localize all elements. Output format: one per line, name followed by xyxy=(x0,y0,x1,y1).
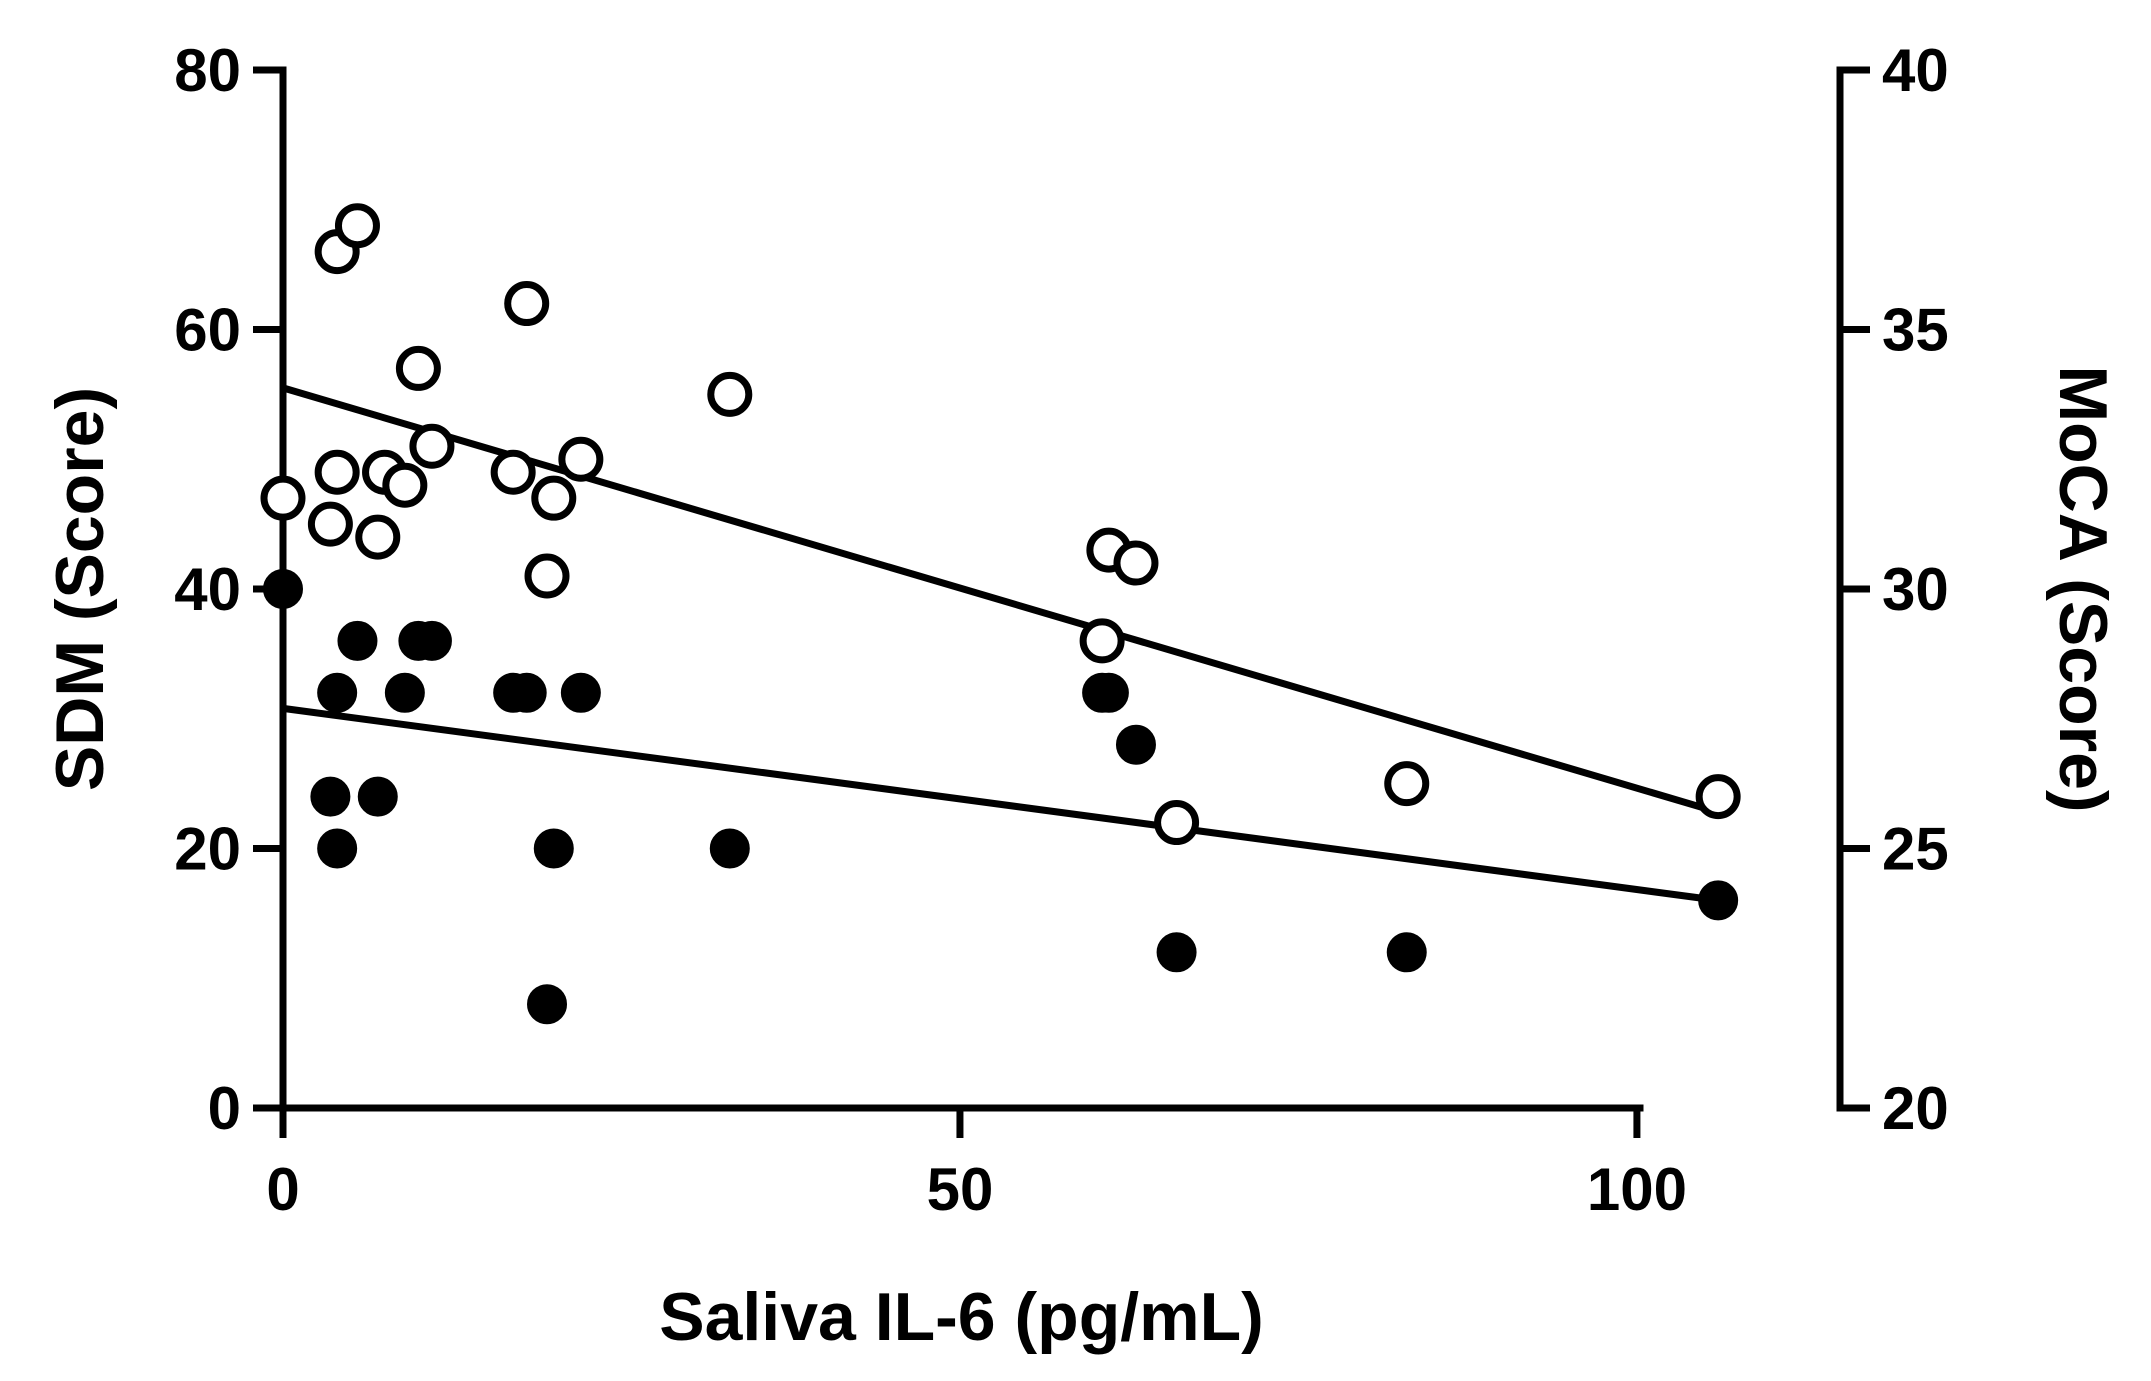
data-point-sdm xyxy=(1079,618,1125,664)
right-y-tick-label: 30 xyxy=(1882,556,1949,623)
data-point-moca xyxy=(1386,932,1427,973)
data-points xyxy=(260,203,1741,1025)
right-y-tick-label: 25 xyxy=(1882,816,1949,883)
left-y-tick-label: 60 xyxy=(174,297,241,364)
data-point-moca xyxy=(709,828,750,869)
data-point-moca xyxy=(384,672,425,713)
x-tick-label: 0 xyxy=(266,1156,299,1223)
right-y-axis-title: MoCA (Score) xyxy=(2045,365,2121,812)
right-y-tick-label: 40 xyxy=(1882,37,1949,104)
x-axis-title: Saliva IL-6 (pg/mL) xyxy=(659,1279,1264,1355)
left-y-tick-label: 40 xyxy=(174,556,241,623)
data-point-sdm xyxy=(395,345,441,391)
data-point-moca xyxy=(317,828,358,869)
data-point-moca xyxy=(527,984,568,1025)
right-y-tick-label: 35 xyxy=(1882,297,1949,364)
axes: 0 20 40 60 80 20 25 30 35 40 0 50 100 xyxy=(174,37,1949,1223)
data-point-moca xyxy=(310,776,351,817)
data-point-moca xyxy=(1698,880,1739,921)
data-point-sdm xyxy=(355,514,401,560)
fit-line-sdm xyxy=(282,384,1720,816)
fit-line-moca xyxy=(282,704,1719,904)
data-point-sdm xyxy=(1154,800,1200,846)
data-point-moca xyxy=(560,672,601,713)
data-point-moca xyxy=(1088,672,1129,713)
data-point-sdm xyxy=(334,203,380,249)
data-point-sdm xyxy=(707,371,753,417)
left-y-tick-label: 0 xyxy=(208,1075,241,1142)
data-point-moca xyxy=(337,620,378,661)
axis-titles: Saliva IL-6 (pg/mL) SDM (Score) MoCA (Sc… xyxy=(42,365,2121,1355)
data-point-sdm xyxy=(314,449,360,495)
data-point-moca xyxy=(411,620,452,661)
data-point-sdm xyxy=(382,462,428,508)
data-point-sdm xyxy=(558,436,604,482)
data-point-sdm xyxy=(409,423,455,469)
data-point-moca xyxy=(1156,932,1197,973)
data-point-sdm xyxy=(1695,774,1741,820)
data-point-sdm xyxy=(1113,540,1159,586)
data-point-moca xyxy=(533,828,574,869)
data-point-sdm xyxy=(504,281,550,327)
left-y-tick-label: 20 xyxy=(174,816,241,883)
right-y-tick-label: 20 xyxy=(1882,1075,1949,1142)
x-tick-label: 100 xyxy=(1587,1156,1687,1223)
data-point-moca xyxy=(506,672,547,713)
data-point-sdm xyxy=(260,475,306,521)
data-point-moca xyxy=(1115,724,1156,765)
left-y-tick-label: 80 xyxy=(174,37,241,104)
data-point-sdm xyxy=(307,501,353,547)
data-point-sdm xyxy=(524,553,570,599)
left-y-axis-title: SDM (Score) xyxy=(42,387,118,791)
data-point-moca xyxy=(317,672,358,713)
data-point-moca xyxy=(357,776,398,817)
data-point-sdm xyxy=(531,475,577,521)
x-tick-label: 50 xyxy=(927,1156,994,1223)
data-point-moca xyxy=(263,569,303,609)
data-point-sdm xyxy=(490,449,536,495)
data-point-sdm xyxy=(1384,761,1430,807)
